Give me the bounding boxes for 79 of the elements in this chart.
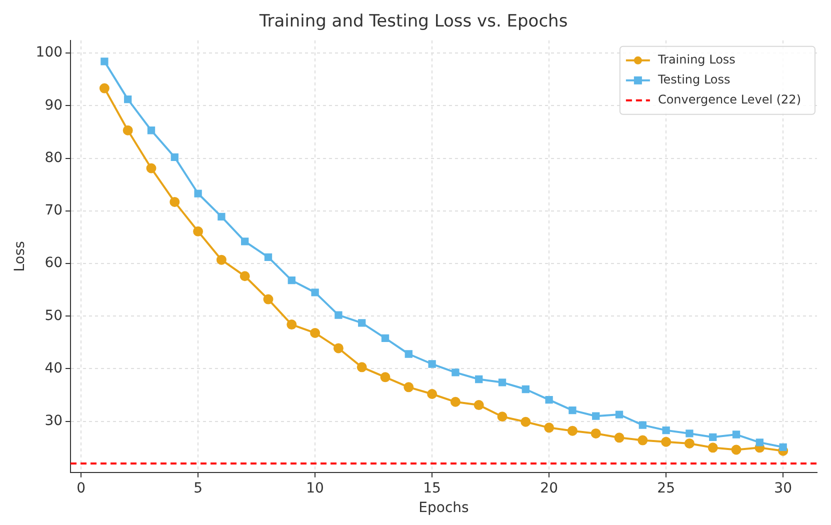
point [638, 435, 648, 446]
point [756, 438, 764, 446]
y-tick-label: 100 [36, 44, 63, 61]
point [263, 294, 274, 304]
point [452, 368, 460, 376]
point [567, 426, 578, 436]
point [498, 378, 506, 386]
point [333, 343, 344, 354]
point [381, 334, 390, 342]
point [661, 436, 672, 447]
point [731, 444, 742, 455]
point [732, 430, 740, 438]
point [522, 385, 530, 394]
point [614, 432, 624, 443]
x-tick-label: 10 [306, 480, 324, 496]
point [358, 319, 366, 327]
point [544, 422, 554, 433]
x-tick-label: 0 [76, 480, 86, 496]
point [122, 125, 133, 136]
point [380, 372, 390, 382]
point [475, 375, 483, 384]
point [356, 362, 367, 372]
point [708, 442, 718, 453]
point [146, 163, 156, 174]
point [450, 396, 460, 407]
chart-title: Training and Testing Loss vs. Epochs [258, 12, 568, 32]
point [520, 416, 531, 427]
y-tick-label: 60 [44, 255, 63, 272]
point [170, 196, 180, 207]
y-tick-label: 50 [44, 308, 63, 324]
legend-label: Testing Loss [656, 72, 730, 87]
point [709, 433, 717, 441]
point [286, 320, 297, 330]
point [193, 226, 204, 236]
point [592, 412, 600, 420]
x-tick-label: 5 [194, 480, 203, 496]
point [497, 412, 508, 422]
point [615, 410, 624, 418]
point [638, 421, 646, 429]
point [334, 311, 342, 319]
x-tick-label: 25 [657, 480, 675, 496]
point [218, 212, 226, 220]
point [590, 428, 601, 438]
point [474, 400, 484, 410]
point [170, 153, 178, 162]
point [427, 389, 438, 399]
point [147, 126, 156, 134]
point [264, 253, 272, 262]
y-tick-label: 70 [44, 202, 63, 219]
point [241, 238, 249, 246]
y-tick-label: 90 [44, 97, 63, 114]
point [404, 350, 412, 358]
point [288, 276, 296, 284]
y-tick-label: 30 [44, 413, 63, 429]
x-axis-title: Epochs [418, 500, 469, 516]
x-tick-label: 30 [774, 480, 792, 496]
point [568, 406, 576, 414]
point [99, 83, 110, 94]
point [310, 328, 320, 338]
y-tick-label: 40 [44, 360, 63, 376]
point [100, 58, 108, 66]
x-tick-label: 15 [423, 480, 441, 496]
y-axis-title: Loss [12, 241, 28, 272]
point [662, 426, 670, 434]
point [404, 382, 414, 392]
point [545, 396, 553, 404]
point [684, 438, 694, 448]
point [194, 190, 202, 198]
point [428, 360, 436, 368]
point [311, 288, 319, 296]
point [124, 96, 132, 104]
y-tick-label: 80 [44, 150, 63, 166]
point [686, 430, 694, 438]
point [240, 271, 250, 282]
point [779, 443, 787, 451]
legend-label: Training Loss [656, 52, 736, 67]
legend-label: Convergence Level (22) [658, 92, 802, 107]
point [216, 254, 226, 265]
x-tick-label: 20 [540, 480, 558, 496]
